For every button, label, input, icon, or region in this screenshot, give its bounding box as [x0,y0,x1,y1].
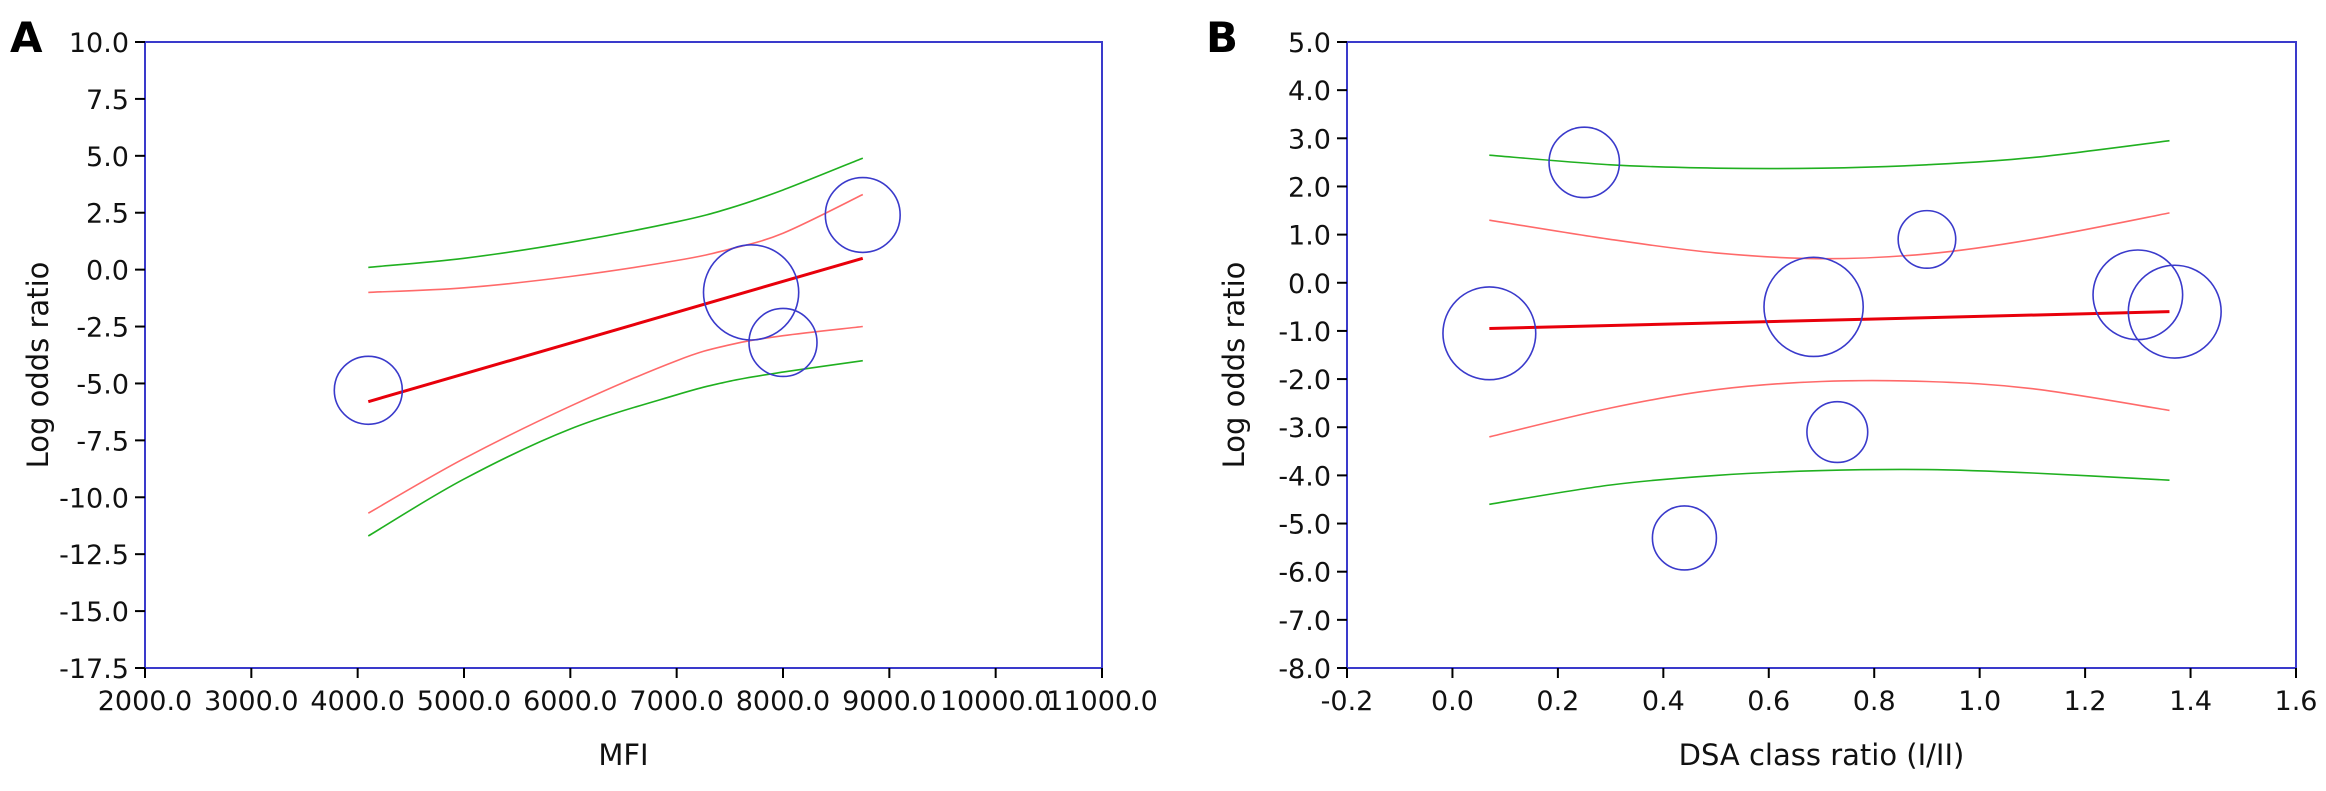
panel-a-x-tick-label: 4000.0 [310,686,404,717]
panel-b-y-tick-label: -7.0 [1278,606,1331,637]
panel-a: A 2000.0 3000.0 4000.0 5000.0 6000.0 7000.0 80… [10,13,1158,772]
panel-b-y-axis-title: Log odds ratio [1217,262,1251,469]
panel-a-y-tick-label: -7.5 [76,426,129,457]
panel-a-y-tick-label: 10.0 [69,28,129,59]
panel-a-y-tick-label: 5.0 [86,142,129,173]
panel-b-y-tick-label: 0.0 [1288,269,1331,300]
panel-b-study-point [1763,256,1864,358]
panel-b-letter: B [1206,13,1238,62]
panel-b-study-point [1806,400,1869,464]
panel-a-confidence-bands [367,157,864,537]
panel-b-study-point [1897,209,1957,270]
panel-b-y-tick-label: 5.0 [1288,28,1331,59]
panel-a-y-ticks: 10.0 7.5 5.0 2.5 0.0 -2.5 -5.0 -7.5 -10.0 -12.5 -1… [59,28,145,685]
panel-b-y-tick-label: -8.0 [1278,654,1331,685]
panel-a-study-point [748,307,818,378]
panel-b-x-ticks: -0.2 0.0 0.2 0.4 0.6 0.8 1.0 1.2 1.4 1.6 [1321,668,2318,717]
panel-b-outer-band-upper [1489,139,2170,170]
panel-a-study-point [702,243,800,341]
panel-b-outer-band-lower [1489,468,2170,506]
panel-b-y-tick-label: -5.0 [1278,510,1331,541]
panel-a-study-point [824,176,901,254]
panel-a-x-tick-label: 7000.0 [629,686,723,717]
panel-b-x-tick-label: 1.0 [1958,686,2001,717]
panel-a-x-tick-label: 11000.0 [1046,686,1158,717]
panel-b-x-tick-label: 0.2 [1536,686,1579,717]
panel-b-y-tick-label: -4.0 [1278,461,1331,492]
panel-b-x-tick-label: -0.2 [1321,686,1374,717]
panel-a-inner-band-upper [368,193,864,294]
panel-b-y-tick-label: 1.0 [1288,221,1331,252]
panel-b-y-ticks: 5.0 4.0 3.0 2.0 1.0 0.0 -1.0 -2.0 -3.0 -4.0 -5.0 -6… [1278,28,1347,685]
panel-b-x-tick-label: 0.8 [1853,686,1896,717]
panel-b-x-tick-label: 1.6 [2275,686,2318,717]
panel-a-regression-line [367,256,864,404]
panel-b-y-tick-label: -2.0 [1278,365,1331,396]
panel-a-outer-band-upper [368,157,864,269]
panel-b-study-point [2127,264,2222,359]
panel-b-x-tick-label: 1.2 [2064,686,2107,717]
panel-a-x-tick-label: 2000.0 [98,686,192,717]
panel-a-x-tick-label: 3000.0 [204,686,298,717]
panel-b-x-tick-label: 0.6 [1747,686,1790,717]
panel-a-y-tick-label: 0.0 [86,256,129,287]
panel-b: B -0.2 0.0 0.2 0.4 0.6 0.8 1.0 1.2 1.4 1.6 5.0 4.0… [1206,13,2317,772]
panel-a-y-axis-title: Log odds ratio [21,262,55,469]
panel-b-study-point [1651,505,1718,571]
panel-b-x-tick-label: 0.0 [1431,686,1474,717]
panel-b-inner-band-lower [1489,379,2170,438]
panel-a-study-point [333,355,404,426]
panel-b-inner-band-upper [1489,212,2170,260]
panel-b-y-tick-label: -3.0 [1278,413,1331,444]
panel-b-y-tick-label: -1.0 [1278,317,1331,348]
panel-a-x-ticks: 2000.0 3000.0 4000.0 5000.0 6000.0 7000.0 8000… [98,668,1158,717]
panel-a-y-tick-label: -12.5 [59,540,129,571]
panel-a-points [333,176,901,426]
panel-b-points [1442,126,2222,571]
panel-a-x-tick-label: 9000.0 [842,686,936,717]
panel-a-regression [367,256,864,404]
panel-a-y-tick-label: 2.5 [86,199,129,230]
panel-a-plot-frame [144,41,1103,669]
panel-a-x-tick-label: 8000.0 [736,686,830,717]
panel-a-x-tick-label: 6000.0 [523,686,617,717]
panel-b-y-tick-label: 4.0 [1288,76,1331,107]
panel-a-outer-band-lower [367,359,863,537]
panel-b-confidence-bands [1489,139,2170,506]
panel-b-x-tick-label: 0.4 [1642,686,1685,717]
panel-b-study-point [2092,249,2184,341]
panel-a-inner-band-lower [367,325,863,514]
panel-b-y-tick-label: 2.0 [1288,172,1331,203]
panel-a-y-tick-label: 7.5 [86,85,129,116]
panel-b-x-tick-label: 1.4 [2169,686,2212,717]
panel-a-x-tick-label: 5000.0 [417,686,511,717]
panel-a-y-tick-label: -5.0 [76,369,129,400]
panel-a-y-tick-label: -17.5 [59,654,129,685]
panel-a-y-tick-label: -10.0 [59,483,129,514]
panel-a-y-tick-label: -2.5 [76,313,129,344]
panel-a-x-axis-title: MFI [598,738,648,772]
panel-b-study-point [1442,286,1537,381]
panel-b-study-point [1548,126,1621,199]
panel-b-regression-line [1489,310,2170,331]
panel-a-x-tick-label: 10000.0 [940,686,1052,717]
panel-b-x-axis-title: DSA class ratio (I/II) [1679,738,1965,772]
panel-b-plot-frame [1346,41,2297,669]
panel-b-y-tick-label: -6.0 [1278,558,1331,589]
panel-a-letter: A [10,13,43,62]
panel-b-regression [1489,310,2170,331]
panel-a-y-tick-label: -15.0 [59,597,129,628]
panel-b-y-tick-label: 3.0 [1288,124,1331,155]
